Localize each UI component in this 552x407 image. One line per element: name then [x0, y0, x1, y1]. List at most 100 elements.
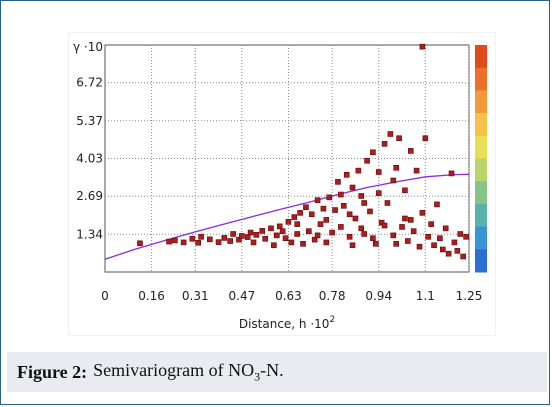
- y-tick-label: 6.72: [76, 76, 103, 90]
- data-point: [236, 236, 242, 243]
- data-point: [180, 239, 187, 246]
- colorbar-segment: [475, 113, 487, 137]
- data-point: [166, 238, 172, 245]
- data-point: [250, 239, 257, 246]
- data-point: [346, 211, 353, 218]
- data-point: [279, 228, 286, 234]
- data-point: [308, 211, 315, 218]
- data-point: [407, 148, 414, 154]
- figure-caption: Figure 2: Semivariogram of NO3-N.: [7, 352, 547, 392]
- data-point: [454, 248, 461, 254]
- data-point: [355, 167, 362, 174]
- data-point: [448, 170, 455, 177]
- data-point: [195, 239, 201, 246]
- colorbar-segment: [475, 181, 487, 205]
- colorbar-segment: [475, 67, 487, 91]
- colorbar-segment: [475, 226, 487, 250]
- data-point: [419, 210, 426, 216]
- data-point: [311, 236, 318, 243]
- data-point: [431, 242, 437, 249]
- x-tick-label: 0.63: [275, 289, 302, 303]
- data-point: [445, 250, 452, 257]
- caption-text-suffix: -N.: [260, 359, 284, 380]
- caption-text-prefix: Semivariogram of NO: [93, 359, 255, 380]
- data-point: [326, 194, 333, 201]
- data-point: [239, 233, 245, 239]
- data-point: [370, 149, 376, 156]
- data-point: [244, 234, 251, 240]
- data-point: [349, 184, 356, 191]
- data-point: [451, 239, 458, 246]
- data-point: [323, 217, 330, 223]
- data-point: [215, 239, 222, 245]
- data-point: [407, 217, 414, 223]
- data-point: [416, 243, 423, 250]
- data-point: [300, 241, 306, 247]
- chart-panel: 1.34 2.69 4.03 5.37 6.72 γ ·10 0 0.16 0.31 0.47 0.…: [69, 33, 495, 335]
- data-point: [247, 229, 254, 236]
- data-point: [373, 241, 379, 247]
- data-point: [198, 233, 204, 240]
- data-point: [437, 235, 443, 242]
- data-point: [221, 235, 228, 241]
- data-point: [352, 215, 359, 222]
- data-point: [262, 235, 268, 242]
- colorbar-segment: [475, 135, 487, 159]
- y-tick-label: 1.34: [76, 227, 103, 241]
- x-tick-label: 0.94: [365, 289, 392, 303]
- data-point: [259, 228, 266, 234]
- x-tick-label: 1.25: [456, 289, 483, 303]
- x-tick-label: 0.47: [229, 289, 256, 303]
- data-point: [294, 221, 300, 227]
- data-point: [358, 225, 365, 232]
- data-point: [137, 240, 143, 247]
- data-point: [329, 229, 335, 236]
- data-point: [460, 253, 466, 260]
- data-point: [381, 222, 388, 229]
- data-point: [320, 205, 327, 212]
- semivariogram-chart: 1.34 2.69 4.03 5.37 6.72 γ ·10 0 0.16 0.31 0.47 0.…: [73, 40, 487, 331]
- data-point: [419, 43, 426, 50]
- data-point: [402, 187, 408, 194]
- data-point: [375, 190, 382, 196]
- data-point: [227, 238, 234, 244]
- data-point: [297, 210, 303, 216]
- colorbar-segment: [475, 203, 487, 228]
- data-point: [358, 193, 365, 199]
- data-point: [207, 236, 213, 243]
- data-point: [253, 232, 260, 238]
- data-point: [343, 172, 350, 178]
- data-point: [413, 167, 420, 174]
- data-point: [335, 179, 341, 185]
- data-point: [294, 231, 300, 237]
- data-point: [282, 235, 289, 242]
- y-tick-label: 4.03: [76, 152, 103, 166]
- data-point: [375, 169, 382, 175]
- x-tick-label: 0.31: [182, 289, 209, 303]
- data-point: [314, 232, 321, 239]
- x-tick-label: 0.16: [138, 289, 165, 303]
- data-point: [172, 237, 178, 244]
- data-point: [268, 225, 274, 232]
- x-tick-label: 1.1: [416, 289, 435, 303]
- data-point: [390, 232, 397, 239]
- data-point: [367, 208, 373, 215]
- data-point: [340, 203, 347, 209]
- data-point: [276, 223, 283, 230]
- x-tick-label: 0.78: [319, 289, 346, 303]
- data-point: [338, 191, 344, 198]
- data-point: [364, 157, 370, 164]
- x-tick-label: 0: [101, 289, 109, 303]
- data-point: [396, 135, 402, 142]
- data-point: [439, 246, 446, 253]
- data-point: [230, 231, 236, 237]
- data-point: [346, 233, 353, 240]
- data-point: [384, 200, 391, 206]
- colorbar-segment: [475, 45, 487, 69]
- data-point: [457, 231, 464, 237]
- data-point: [189, 235, 196, 242]
- data-point: [303, 204, 309, 211]
- colorbar-segment: [475, 90, 487, 114]
- data-point: [463, 233, 469, 240]
- data-point: [370, 235, 376, 242]
